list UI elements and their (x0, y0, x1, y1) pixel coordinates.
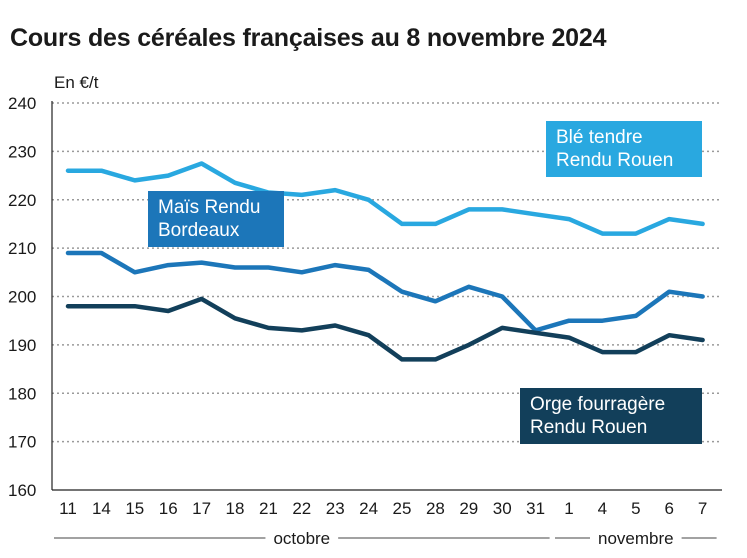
x-tick-25: 25 (393, 499, 412, 518)
y-tick-230: 230 (8, 142, 36, 161)
y-tick-labels: 160 170 180 190 200 210 220 230 240 (8, 94, 36, 500)
x-tick-4: 4 (598, 499, 607, 518)
x-tick-6: 6 (664, 499, 673, 518)
x-tick-labels: 11 14 15 16 17 18 21 22 23 24 25 28 29 30 31 1 4 5 6 7 (59, 499, 707, 518)
x-tick-7: 7 (698, 499, 707, 518)
y-tick-180: 180 (8, 384, 36, 403)
series-label-text-0-1: Rendu Rouen (556, 150, 673, 171)
y-tick-200: 200 (8, 288, 36, 307)
x-tick-31: 31 (526, 499, 545, 518)
series-label-text-2-1: Rendu Rouen (530, 417, 647, 438)
x-tick-21: 21 (259, 499, 278, 518)
series-label-text-2-0: Orge fourragère (530, 394, 665, 415)
series-label-box-2 (520, 388, 702, 444)
series-label-box-0 (546, 121, 702, 177)
x-tick-16: 16 (159, 499, 178, 518)
series-line-2 (65, 296, 705, 362)
series-label-box-1 (148, 191, 284, 247)
x-tick-17: 17 (192, 499, 211, 518)
x-tick-24: 24 (359, 499, 378, 518)
grid-lines (51, 101, 722, 491)
y-tick-190: 190 (8, 336, 36, 355)
x-tick-11: 11 (59, 499, 77, 518)
y-tick-170: 170 (8, 433, 36, 452)
y-tick-220: 220 (8, 191, 36, 210)
chart-title: Cours des céréales françaises au 8 novem… (10, 24, 607, 52)
series-lines (65, 161, 705, 362)
series-line-0 (65, 161, 705, 236)
month-labels: octobre novembre (54, 529, 717, 548)
x-tick-1: 1 (564, 499, 573, 518)
month-label-novembre: novembre (598, 529, 674, 548)
y-tick-160: 160 (8, 481, 36, 500)
series-label-text-1-1: Bordeaux (158, 220, 240, 241)
y-tick-240: 240 (8, 94, 36, 113)
x-tick-30: 30 (493, 499, 512, 518)
x-tick-5: 5 (631, 499, 640, 518)
x-tick-29: 29 (459, 499, 478, 518)
y-tick-210: 210 (8, 239, 36, 258)
x-tick-22: 22 (292, 499, 311, 518)
series-label-text-0-0: Blé tendre (556, 127, 643, 148)
series-line-1 (65, 250, 705, 333)
x-tick-14: 14 (92, 499, 111, 518)
x-tick-28: 28 (426, 499, 445, 518)
x-tick-18: 18 (226, 499, 245, 518)
y-axis-unit-label: En €/t (54, 73, 99, 92)
series-label-text-1-0: Maïs Rendu (158, 197, 260, 218)
x-tick-15: 15 (125, 499, 144, 518)
x-tick-23: 23 (326, 499, 345, 518)
month-label-octobre: octobre (273, 529, 330, 548)
